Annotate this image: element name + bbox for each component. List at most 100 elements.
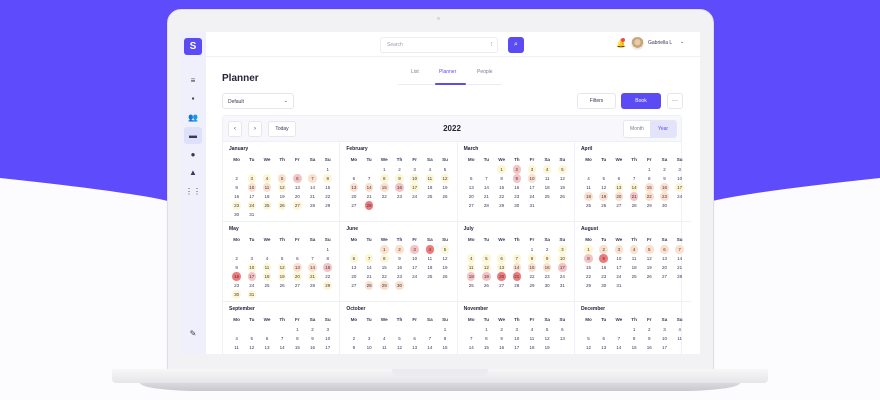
day-cell[interactable]: 15 [320,263,335,272]
day-cell[interactable]: 26 [437,192,452,201]
day-cell[interactable]: 9 [229,183,244,192]
day-cell[interactable]: 1 [494,165,509,174]
day-cell[interactable]: 28 [627,201,642,210]
attachment-icon[interactable]: ● [190,150,196,159]
day-cell[interactable]: 29 [320,281,335,290]
day-cell[interactable]: 16 [392,263,407,272]
alert-icon[interactable]: ▲ [189,168,197,177]
day-cell[interactable]: 24 [524,192,539,201]
day-cell[interactable]: 4 [377,334,392,343]
day-cell[interactable]: 22 [320,272,335,281]
day-cell[interactable]: 25 [259,201,274,210]
day-cell[interactable]: 5 [479,254,494,263]
next-year-button[interactable]: › [248,121,262,137]
day-cell[interactable]: 2 [657,165,672,174]
day-cell[interactable]: 11 [524,334,539,343]
day-cell[interactable]: 29 [320,201,335,210]
day-cell[interactable]: 12 [596,183,611,192]
day-cell[interactable]: 5 [581,334,596,343]
day-cell[interactable]: 8 [581,254,596,263]
day-cell[interactable]: 18 [259,272,274,281]
day-cell[interactable]: 8 [494,174,509,183]
day-cell[interactable]: 30 [229,290,244,299]
menu-icon[interactable]: ≡ [190,76,196,85]
day-cell[interactable]: 9 [392,174,407,183]
day-cell[interactable]: 31 [611,281,626,290]
day-cell[interactable]: 24 [244,281,259,290]
day-cell[interactable]: 2 [346,334,361,343]
day-cell[interactable]: 2 [596,245,611,254]
day-cell[interactable]: 12 [540,334,555,343]
day-cell[interactable]: 22 [494,192,509,201]
day-cell[interactable]: 9 [392,254,407,263]
day-cell[interactable]: 8 [377,254,392,263]
day-cell[interactable]: 2 [494,325,509,334]
day-cell[interactable]: 12 [479,263,494,272]
day-cell[interactable]: 14 [464,343,479,352]
day-cell[interactable]: 10 [407,174,422,183]
day-cell[interactable]: 1 [479,325,494,334]
day-cell[interactable]: 18 [422,183,437,192]
day-cell[interactable]: 1 [627,325,642,334]
day-cell[interactable]: 2 [540,245,555,254]
day-cell[interactable]: 10 [524,174,539,183]
day-cell[interactable]: 24 [407,192,422,201]
day-cell[interactable]: 8 [437,334,452,343]
day-cell[interactable]: 22 [377,272,392,281]
day-cell[interactable]: 17 [320,343,335,352]
day-cell[interactable]: 7 [422,334,437,343]
day-cell[interactable]: 23 [229,281,244,290]
day-cell[interactable]: 17 [555,263,570,272]
day-cell[interactable]: 19 [540,343,555,352]
day-cell[interactable]: 19 [275,272,290,281]
day-cell[interactable]: 17 [611,263,626,272]
day-cell[interactable]: 20 [657,263,672,272]
day-cell[interactable]: 23 [509,192,524,201]
day-cell[interactable]: 28 [305,201,320,210]
day-cell[interactable]: 29 [377,281,392,290]
day-cell[interactable]: 9 [596,254,611,263]
day-cell[interactable]: 25 [581,201,596,210]
day-cell[interactable]: 7 [275,334,290,343]
day-cell[interactable]: 17 [524,183,539,192]
day-cell[interactable]: 11 [229,343,244,352]
day-cell[interactable]: 3 [555,245,570,254]
day-cell[interactable]: 4 [259,254,274,263]
day-cell[interactable]: 22 [524,272,539,281]
day-cell[interactable]: 27 [290,201,305,210]
day-cell[interactable]: 12 [437,254,452,263]
day-cell[interactable]: 7 [362,174,377,183]
day-cell[interactable]: 14 [275,343,290,352]
day-cell[interactable]: 20 [346,192,361,201]
day-cell[interactable]: 13 [464,183,479,192]
day-cell[interactable]: 18 [540,183,555,192]
day-cell[interactable]: 6 [596,334,611,343]
day-cell[interactable]: 3 [362,334,377,343]
day-cell[interactable]: 24 [555,272,570,281]
day-cell[interactable]: 12 [244,343,259,352]
day-cell[interactable]: 31 [244,290,259,299]
day-cell[interactable]: 4 [464,254,479,263]
day-cell[interactable]: 6 [290,254,305,263]
day-cell[interactable]: 22 [581,272,596,281]
day-cell[interactable]: 27 [611,201,626,210]
day-cell[interactable]: 22 [377,192,392,201]
book-button[interactable]: Book [621,93,661,109]
day-cell[interactable]: 15 [627,343,642,352]
day-cell[interactable]: 20 [346,272,361,281]
day-cell[interactable]: 23 [229,201,244,210]
day-cell[interactable]: 28 [672,272,687,281]
day-cell[interactable]: 14 [672,254,687,263]
day-cell[interactable]: 6 [494,254,509,263]
day-cell[interactable]: 14 [479,183,494,192]
day-cell[interactable]: 1 [524,245,539,254]
day-cell[interactable]: 10 [657,334,672,343]
day-cell[interactable]: 4 [672,325,687,334]
day-cell[interactable]: 16 [229,272,244,281]
day-cell[interactable]: 21 [672,263,687,272]
day-cell[interactable]: 7 [464,334,479,343]
day-cell[interactable]: 4 [422,245,437,254]
day-cell[interactable]: 14 [305,183,320,192]
day-cell[interactable]: 4 [259,174,274,183]
search-button[interactable]: ⌕ [508,37,524,53]
